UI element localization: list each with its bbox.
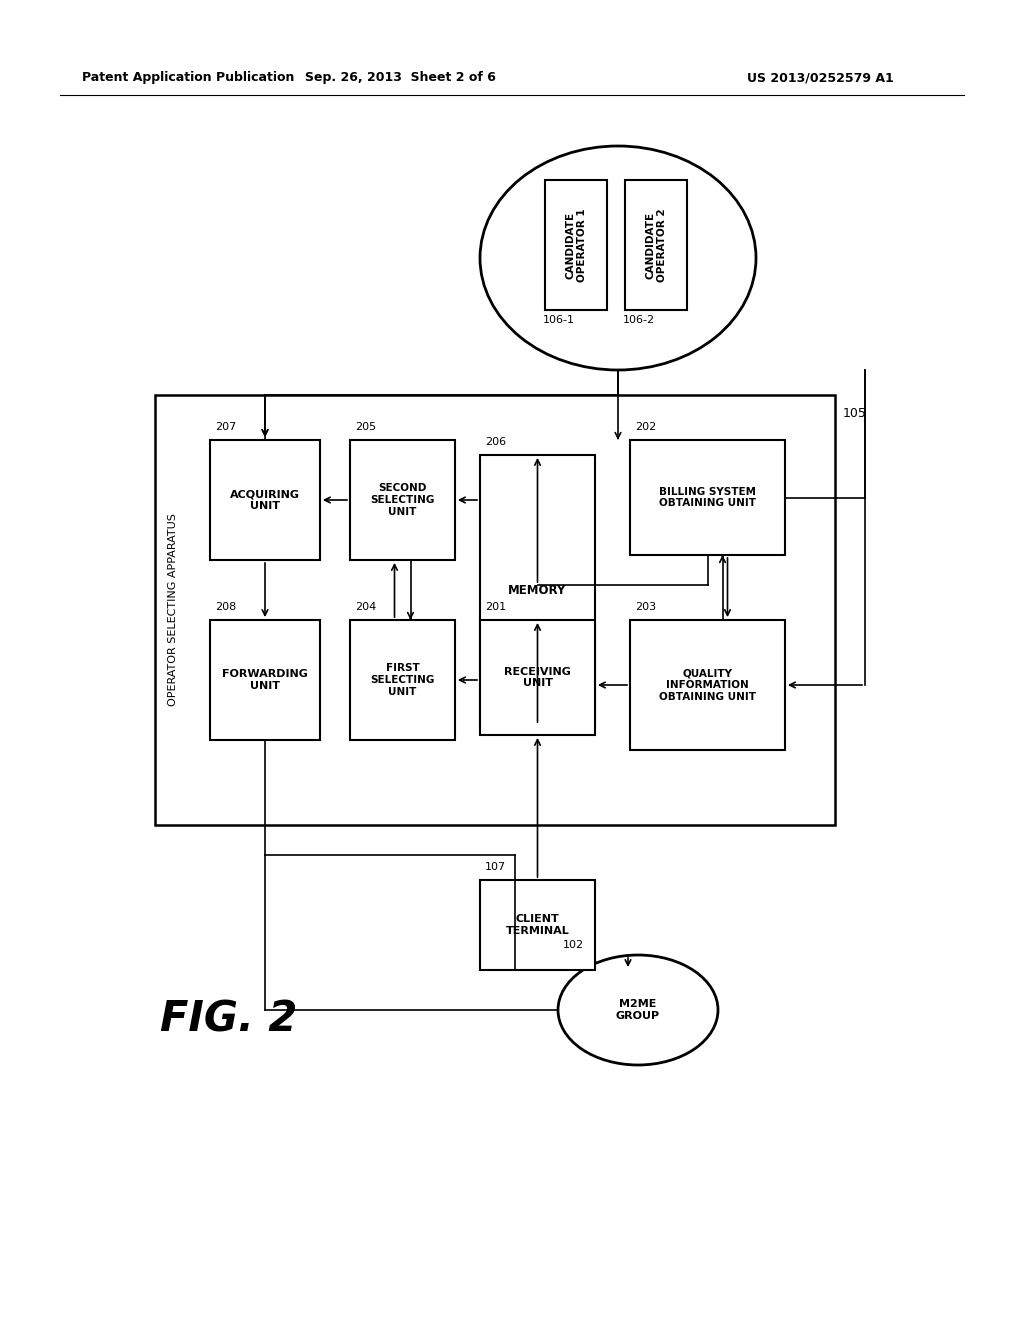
Text: RECEIVING
UNIT: RECEIVING UNIT (504, 667, 571, 688)
Text: CLIENT
TERMINAL: CLIENT TERMINAL (506, 915, 569, 936)
Text: M2ME
GROUP: M2ME GROUP (616, 999, 660, 1020)
Bar (210, 620, 319, 741)
Text: 105: 105 (843, 407, 867, 420)
Text: 203: 203 (635, 602, 656, 612)
Text: CANDIDATE
OPERATOR 2: CANDIDATE OPERATOR 2 (645, 209, 667, 281)
Bar (480, 880, 595, 970)
Text: BILLING SYSTEM
OBTAINING UNIT: BILLING SYSTEM OBTAINING UNIT (659, 487, 756, 508)
Bar (545, 180, 607, 310)
Text: 102: 102 (563, 940, 584, 950)
Text: 208: 208 (215, 602, 237, 612)
Text: 106-2: 106-2 (623, 315, 655, 325)
Text: 207: 207 (215, 422, 237, 432)
Text: QUALITY
INFORMATION
OBTAINING UNIT: QUALITY INFORMATION OBTAINING UNIT (659, 668, 756, 702)
Text: SECOND
SELECTING
UNIT: SECOND SELECTING UNIT (371, 483, 434, 516)
Text: 106-1: 106-1 (543, 315, 575, 325)
Ellipse shape (558, 954, 718, 1065)
Bar (155, 395, 835, 825)
Text: 202: 202 (635, 422, 656, 432)
Bar (480, 455, 595, 725)
Bar (350, 620, 455, 741)
Text: US 2013/0252579 A1: US 2013/0252579 A1 (746, 71, 893, 84)
Text: OPERATOR SELECTING APPARATUS: OPERATOR SELECTING APPARATUS (168, 513, 178, 706)
Text: FIRST
SELECTING
UNIT: FIRST SELECTING UNIT (371, 664, 434, 697)
Bar (625, 180, 687, 310)
Text: 206: 206 (485, 437, 506, 447)
Bar (480, 620, 595, 735)
Text: Sep. 26, 2013  Sheet 2 of 6: Sep. 26, 2013 Sheet 2 of 6 (304, 71, 496, 84)
Bar (210, 440, 319, 560)
Text: CANDIDATE
OPERATOR 1: CANDIDATE OPERATOR 1 (565, 209, 587, 281)
Text: 204: 204 (355, 602, 376, 612)
Text: MEMORY: MEMORY (508, 583, 566, 597)
Text: ACQUIRING
UNIT: ACQUIRING UNIT (230, 490, 300, 511)
Text: 205: 205 (355, 422, 376, 432)
Text: 201: 201 (485, 602, 506, 612)
Bar (630, 440, 785, 554)
Text: FORWARDING
UNIT: FORWARDING UNIT (222, 669, 308, 690)
Text: FIG. 2: FIG. 2 (160, 999, 297, 1041)
Text: Patent Application Publication: Patent Application Publication (82, 71, 294, 84)
Ellipse shape (480, 147, 756, 370)
Bar (350, 440, 455, 560)
Text: 107: 107 (485, 862, 506, 873)
Bar (630, 620, 785, 750)
